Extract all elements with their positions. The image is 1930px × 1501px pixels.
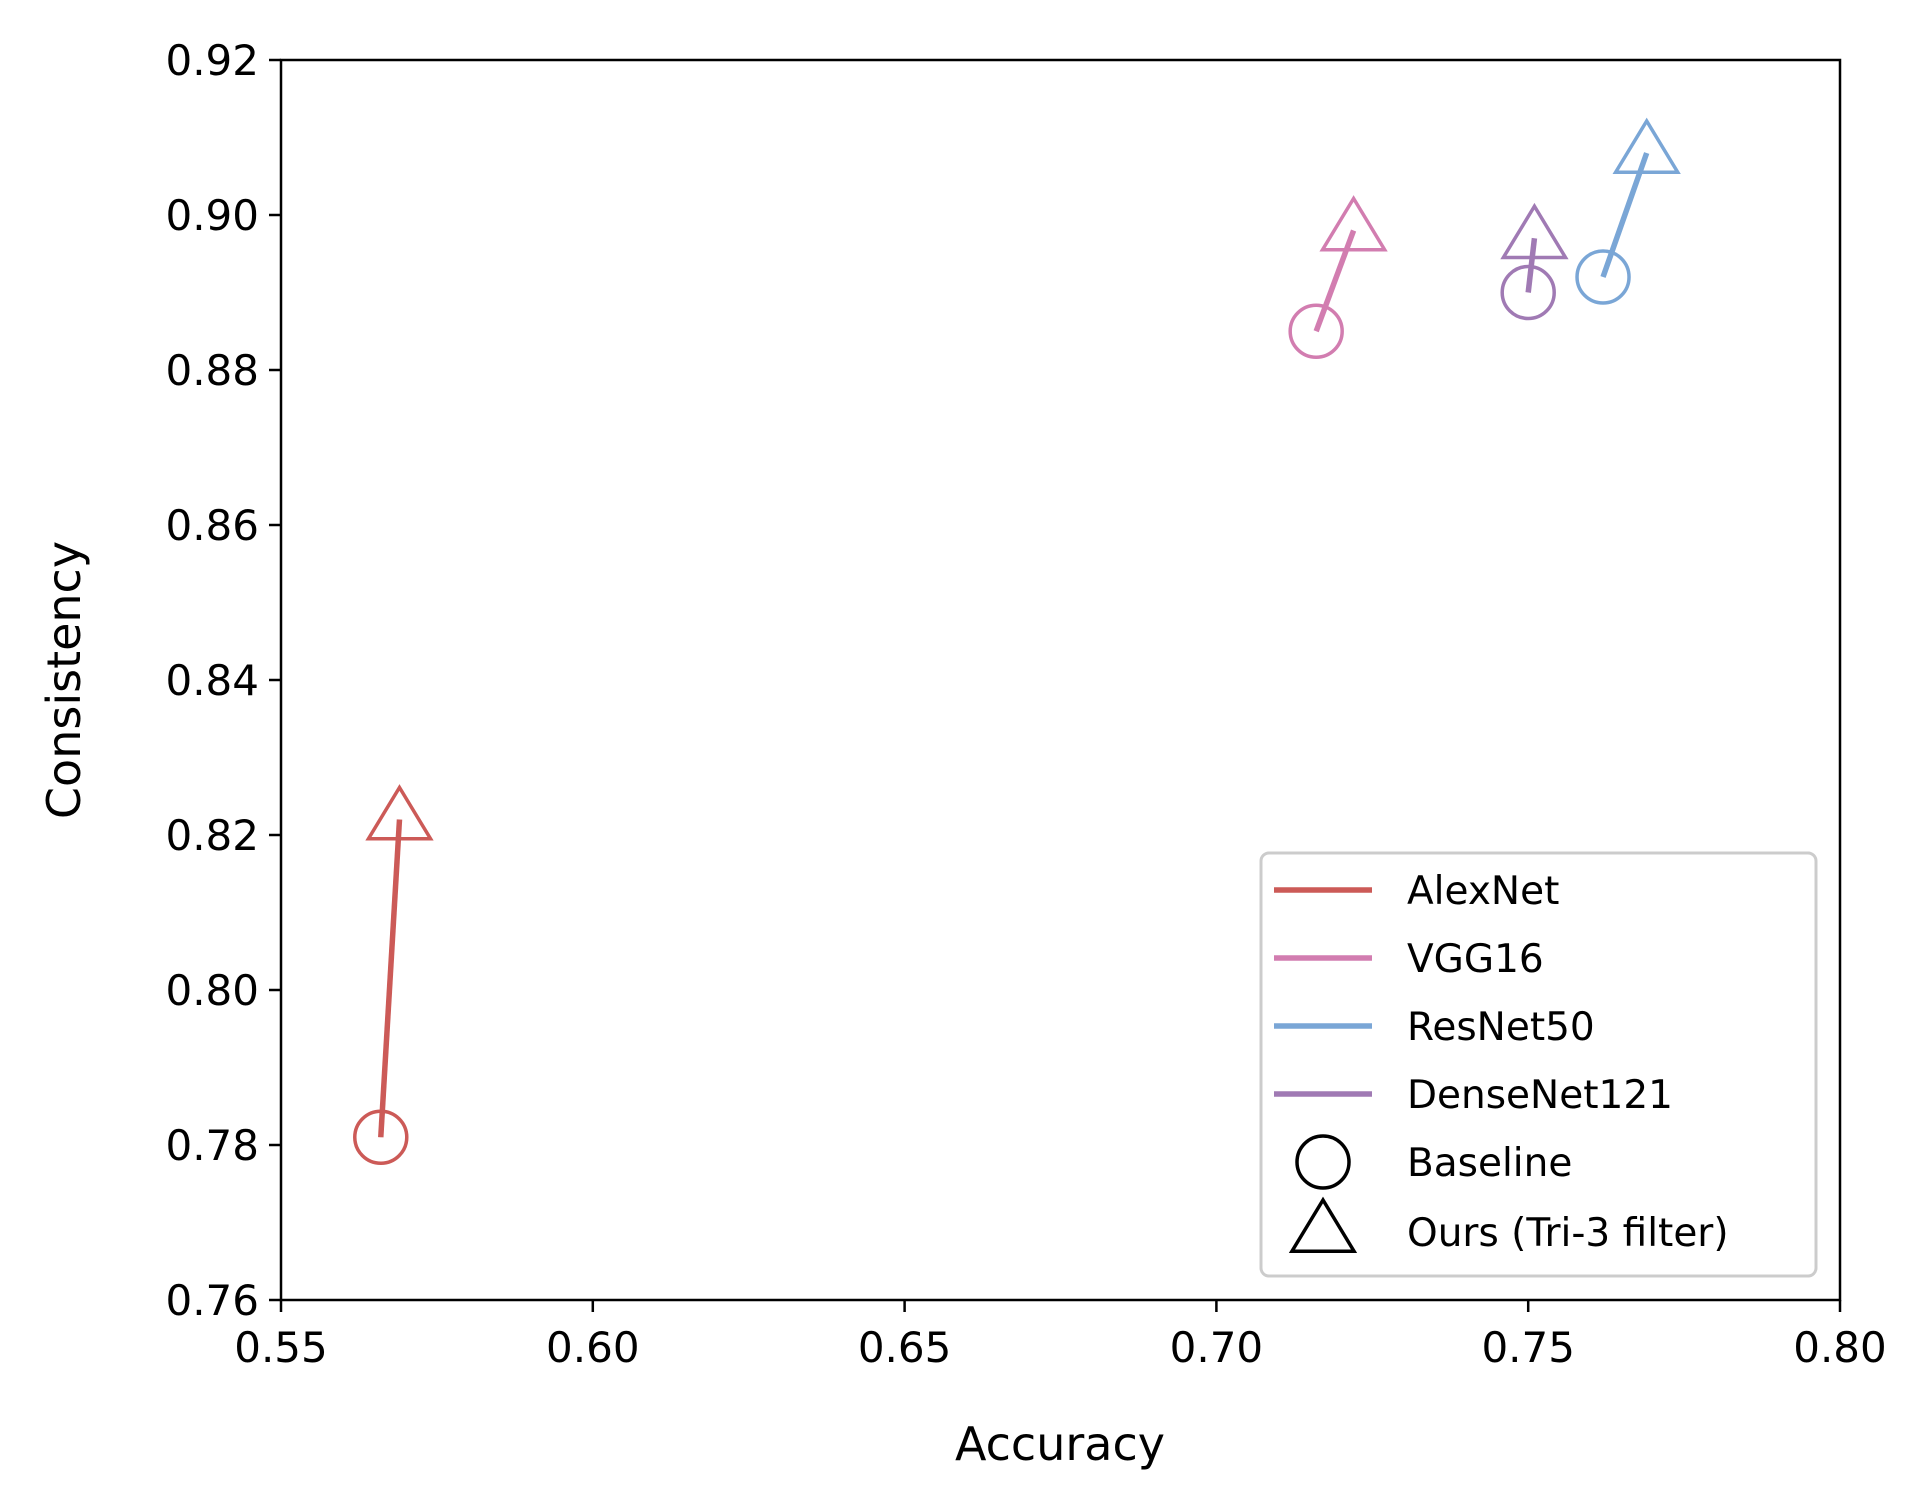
baseline-point-densenet121 (1500, 264, 1556, 321)
baseline-point-resnet50 (1575, 249, 1631, 305)
legend: AlexNet VGG16 ResNet50 DenseNet121 Baseline O… (1259, 851, 1818, 1278)
x-tick-label: 0.65 (858, 1323, 952, 1372)
x-tick-label: 0.70 (1170, 1323, 1264, 1372)
legend-label: Ours (Tri-3 filter) (1407, 1211, 1729, 1256)
y-axis-label: Consistency (37, 541, 91, 819)
baseline-point-vgg16 (1288, 303, 1344, 359)
y-tick-label: 0.82 (165, 811, 259, 860)
y-tick-label: 0.78 (165, 1121, 259, 1170)
improvement-line-alexnet (378, 819, 403, 1138)
x-axis-label: Accuracy (955, 1417, 1165, 1471)
legend-box (1259, 851, 1818, 1278)
x-tick-label: 0.80 (1793, 1323, 1887, 1372)
ours-point-vgg16 (1319, 195, 1388, 252)
legend-label: AlexNet (1407, 869, 1559, 914)
legend-label: Baseline (1407, 1141, 1572, 1186)
y-tick-label: 0.92 (165, 36, 259, 85)
y-tick-label: 0.80 (165, 966, 259, 1015)
y-tick-label: 0.86 (165, 501, 259, 550)
plot-frame (279, 58, 1842, 1302)
y-tick-label: 0.88 (165, 346, 259, 395)
y-tick-label: 0.90 (165, 191, 259, 240)
legend-marker-triangle (1288, 1196, 1358, 1253)
x-tick-label: 0.75 (1481, 1323, 1575, 1372)
data-marks (353, 117, 1681, 1165)
y-tick-label: 0.84 (165, 656, 259, 705)
legend-label: ResNet50 (1407, 1005, 1595, 1050)
y-tick-label: 0.76 (165, 1276, 259, 1325)
y-axis-ticks: 0.76 0.78 0.80 0.82 0.84 0.86 0.88 0.90 0.92 (165, 36, 281, 1325)
x-tick-label: 0.55 (234, 1323, 328, 1372)
x-tick-label: 0.60 (546, 1323, 640, 1372)
improvement-line-vgg16 (1313, 229, 1357, 333)
improvement-line-resnet50 (1600, 152, 1650, 278)
ours-point-resnet50 (1612, 117, 1681, 174)
legend-label: VGG16 (1407, 937, 1544, 982)
legend-marker-circle (1295, 1134, 1351, 1190)
improvement-line-densenet121 (1525, 237, 1538, 293)
legend-label: DenseNet121 (1407, 1073, 1673, 1118)
x-axis-ticks: 0.55 0.60 0.65 0.70 0.75 0.80 (234, 1300, 1887, 1372)
